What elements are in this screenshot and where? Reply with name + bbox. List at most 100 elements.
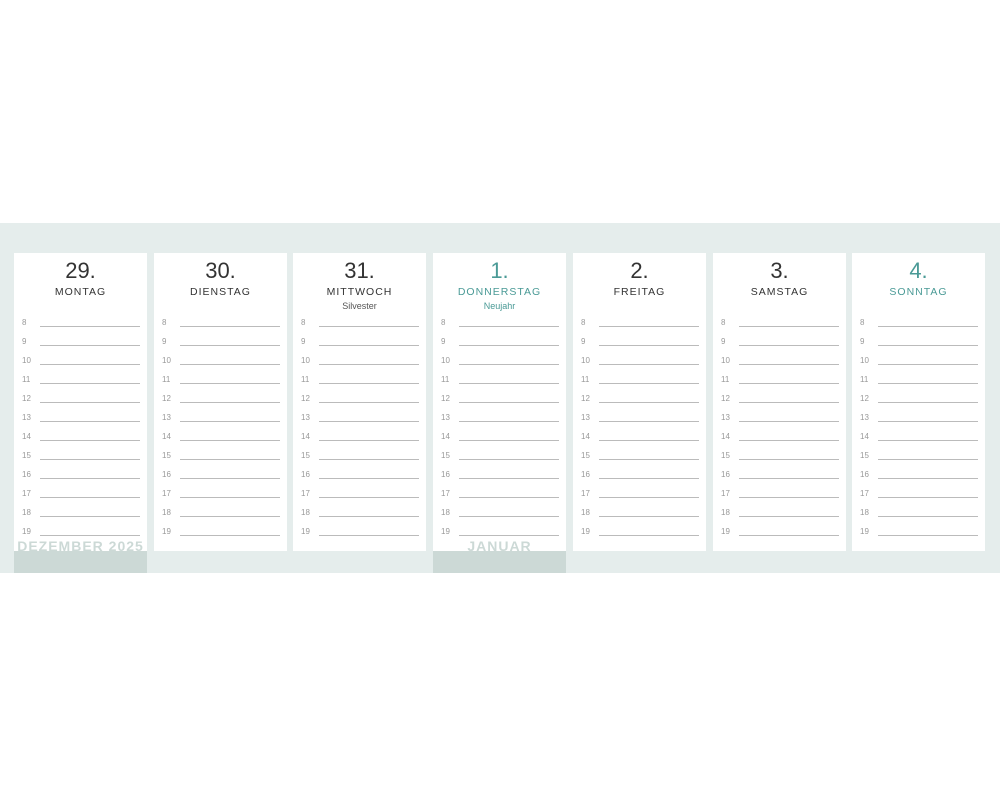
hour-row[interactable]: 11	[22, 372, 140, 384]
hour-row[interactable]: 14	[162, 429, 280, 441]
hour-row[interactable]: 17	[581, 486, 699, 498]
hour-row[interactable]: 18	[22, 505, 140, 517]
hour-row[interactable]: 9	[441, 334, 559, 346]
hour-row[interactable]: 15	[301, 448, 419, 460]
hour-row[interactable]: 17	[22, 486, 140, 498]
hour-row[interactable]: 9	[22, 334, 140, 346]
hour-row[interactable]: 17	[301, 486, 419, 498]
hour-row[interactable]: 17	[162, 486, 280, 498]
hour-row[interactable]: 13	[162, 410, 280, 422]
hour-row[interactable]: 11	[441, 372, 559, 384]
hour-row[interactable]: 14	[721, 429, 839, 441]
hour-row[interactable]: 17	[721, 486, 839, 498]
hour-row[interactable]: 16	[22, 467, 140, 479]
hour-row[interactable]: 15	[22, 448, 140, 460]
hour-row[interactable]: 15	[581, 448, 699, 460]
hour-row[interactable]: 12	[441, 391, 559, 403]
hour-row[interactable]: 9	[301, 334, 419, 346]
hour-row[interactable]: 15	[721, 448, 839, 460]
hour-row[interactable]: 13	[721, 410, 839, 422]
hour-row[interactable]: 9	[581, 334, 699, 346]
writing-line	[459, 516, 559, 517]
hour-row[interactable]: 9	[162, 334, 280, 346]
hour-label: 8	[301, 318, 306, 327]
hour-row[interactable]: 12	[581, 391, 699, 403]
hour-row[interactable]: 19	[22, 524, 140, 536]
day-card[interactable]: 31. MITTWOCH Silvester 8 9 10 11 12 13 14 15 16 17…	[293, 253, 426, 551]
hour-row[interactable]: 16	[441, 467, 559, 479]
hour-row[interactable]: 19	[301, 524, 419, 536]
hour-row[interactable]: 19	[581, 524, 699, 536]
hour-row[interactable]: 11	[581, 372, 699, 384]
hour-row[interactable]: 15	[860, 448, 978, 460]
hour-row[interactable]: 13	[301, 410, 419, 422]
hour-row[interactable]: 16	[581, 467, 699, 479]
hour-row[interactable]: 14	[581, 429, 699, 441]
hour-row[interactable]: 11	[860, 372, 978, 384]
hour-row[interactable]: 12	[22, 391, 140, 403]
hour-row[interactable]: 13	[860, 410, 978, 422]
day-card[interactable]: 3. SAMSTAG 8 9 10 11 12 13 14 15 16 17 18 19	[713, 253, 846, 551]
hour-row[interactable]: 8	[301, 315, 419, 327]
hour-row[interactable]: 10	[721, 353, 839, 365]
hour-row[interactable]: 18	[860, 505, 978, 517]
day-card[interactable]: 1. DONNERSTAG Neujahr 8 9 10 11 12 13 14 15 16 17 1…	[433, 253, 566, 551]
hour-label: 10	[860, 356, 869, 365]
day-card[interactable]: 30. DIENSTAG 8 9 10 11 12 13 14 15 16 17 18 19	[154, 253, 287, 551]
hour-row[interactable]: 10	[860, 353, 978, 365]
hour-row[interactable]: 8	[721, 315, 839, 327]
hour-row[interactable]: 13	[581, 410, 699, 422]
hour-row[interactable]: 10	[22, 353, 140, 365]
hour-row[interactable]: 8	[441, 315, 559, 327]
hour-row[interactable]: 14	[301, 429, 419, 441]
hour-row[interactable]: 17	[860, 486, 978, 498]
hour-row[interactable]: 10	[162, 353, 280, 365]
hour-row[interactable]: 14	[441, 429, 559, 441]
hour-row[interactable]: 18	[301, 505, 419, 517]
hour-row[interactable]: 9	[860, 334, 978, 346]
hour-row[interactable]: 16	[860, 467, 978, 479]
hour-row[interactable]: 14	[22, 429, 140, 441]
hour-row[interactable]: 8	[581, 315, 699, 327]
hour-row[interactable]: 12	[721, 391, 839, 403]
hour-row[interactable]: 14	[860, 429, 978, 441]
hour-row[interactable]: 15	[162, 448, 280, 460]
hour-row[interactable]: 11	[721, 372, 839, 384]
hour-row[interactable]: 19	[721, 524, 839, 536]
hour-row[interactable]: 18	[721, 505, 839, 517]
hour-row[interactable]: 19	[441, 524, 559, 536]
hour-row[interactable]: 16	[162, 467, 280, 479]
hour-label: 14	[721, 432, 730, 441]
hour-row[interactable]: 16	[721, 467, 839, 479]
day-card[interactable]: 2. FREITAG 8 9 10 11 12 13 14 15 16 17 18 19	[573, 253, 706, 551]
writing-line	[599, 478, 699, 479]
hour-row[interactable]: 12	[162, 391, 280, 403]
hour-row[interactable]: 13	[22, 410, 140, 422]
hour-row[interactable]: 11	[301, 372, 419, 384]
writing-line	[878, 459, 978, 460]
hour-row[interactable]: 9	[721, 334, 839, 346]
hour-row[interactable]: 8	[22, 315, 140, 327]
day-card[interactable]: 29. MONTAG 8 9 10 11 12 13 14 15 16 17 18 19	[14, 253, 147, 551]
hour-row[interactable]: 10	[441, 353, 559, 365]
hour-row[interactable]: 15	[441, 448, 559, 460]
hour-row[interactable]: 19	[162, 524, 280, 536]
hour-row[interactable]: 13	[441, 410, 559, 422]
day-card[interactable]: 4. SONNTAG 8 9 10 11 12 13 14 15 16 17 18 19	[852, 253, 985, 551]
hour-row[interactable]: 8	[162, 315, 280, 327]
hour-row[interactable]: 10	[301, 353, 419, 365]
hour-label: 13	[22, 413, 31, 422]
hour-row[interactable]: 17	[441, 486, 559, 498]
writing-line	[878, 345, 978, 346]
hour-row[interactable]: 18	[441, 505, 559, 517]
hour-row[interactable]: 12	[860, 391, 978, 403]
hour-row[interactable]: 19	[860, 524, 978, 536]
hour-row[interactable]: 12	[301, 391, 419, 403]
hour-row[interactable]: 16	[301, 467, 419, 479]
hour-row[interactable]: 18	[162, 505, 280, 517]
hour-row[interactable]: 18	[581, 505, 699, 517]
hour-row[interactable]: 8	[860, 315, 978, 327]
hour-row[interactable]: 10	[581, 353, 699, 365]
hour-row[interactable]: 11	[162, 372, 280, 384]
writing-line	[599, 440, 699, 441]
